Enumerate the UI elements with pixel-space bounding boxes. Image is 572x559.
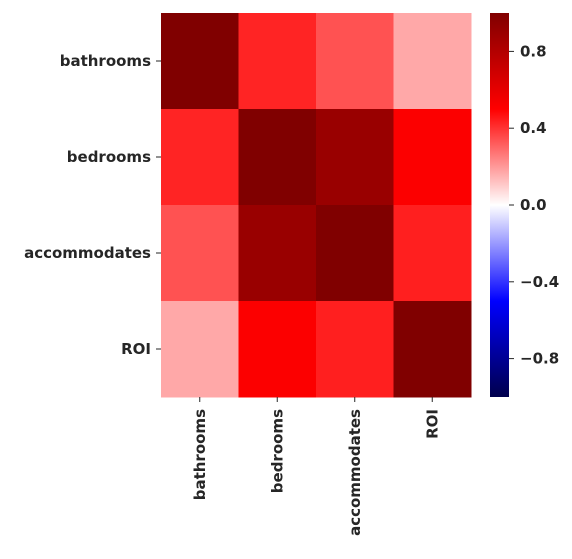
heatmap-cell-accommodates-roi	[393, 205, 472, 302]
heatmap-cell-roi-bedrooms	[238, 301, 317, 398]
colorbar-ticks: 0.8 0.4 0.0 −0.4 −0.8	[509, 42, 559, 368]
heatmap-cell-bathrooms-accommodates	[316, 13, 394, 110]
colorbar	[490, 13, 509, 397]
y-tick-label: bathrooms	[60, 52, 151, 70]
heatmap-cell-roi-bathrooms	[161, 301, 239, 398]
x-tick-label: bathrooms	[191, 409, 209, 500]
colorbar-tick-label: −0.8	[520, 350, 559, 368]
heatmap-cell-bedrooms-bedrooms	[238, 109, 317, 206]
heatmap-cell-bathrooms-bedrooms	[238, 13, 317, 110]
y-tick-label: ROI	[121, 340, 151, 358]
heatmap-cell-roi-roi	[393, 301, 472, 398]
heatmap-cell-bedrooms-bathrooms	[161, 109, 239, 206]
heatmap-cell-bedrooms-accommodates	[316, 109, 394, 206]
colorbar-tick-label: −0.4	[520, 273, 559, 291]
heatmap-cell-roi-accommodates	[316, 301, 394, 398]
y-tick-label: accommodates	[24, 244, 151, 262]
colorbar-gradient	[490, 13, 509, 397]
heatmap-cell-accommodates-accommodates	[316, 205, 394, 302]
heatmap-cell-bathrooms-roi	[393, 13, 472, 110]
heatmap-cell-accommodates-bedrooms	[238, 205, 317, 302]
x-tick-labels: bathrooms bedrooms accommodates ROI	[191, 397, 441, 536]
x-tick-label: accommodates	[346, 409, 364, 536]
x-tick-label: bedrooms	[268, 409, 286, 493]
colorbar-tick-label: 0.8	[520, 42, 547, 60]
y-tick-label: bedrooms	[67, 148, 151, 166]
heatmap-cell-bedrooms-roi	[393, 109, 472, 206]
heatmap-cells	[161, 13, 472, 398]
y-tick-labels: bathrooms bedrooms accommodates ROI	[24, 52, 161, 358]
heatmap-cell-accommodates-bathrooms	[161, 205, 239, 302]
x-tick-label: ROI	[423, 409, 441, 439]
colorbar-tick-label: 0.0	[520, 196, 547, 214]
heatmap-cell-bathrooms-bathrooms	[161, 13, 239, 110]
colorbar-tick-label: 0.4	[520, 119, 547, 137]
